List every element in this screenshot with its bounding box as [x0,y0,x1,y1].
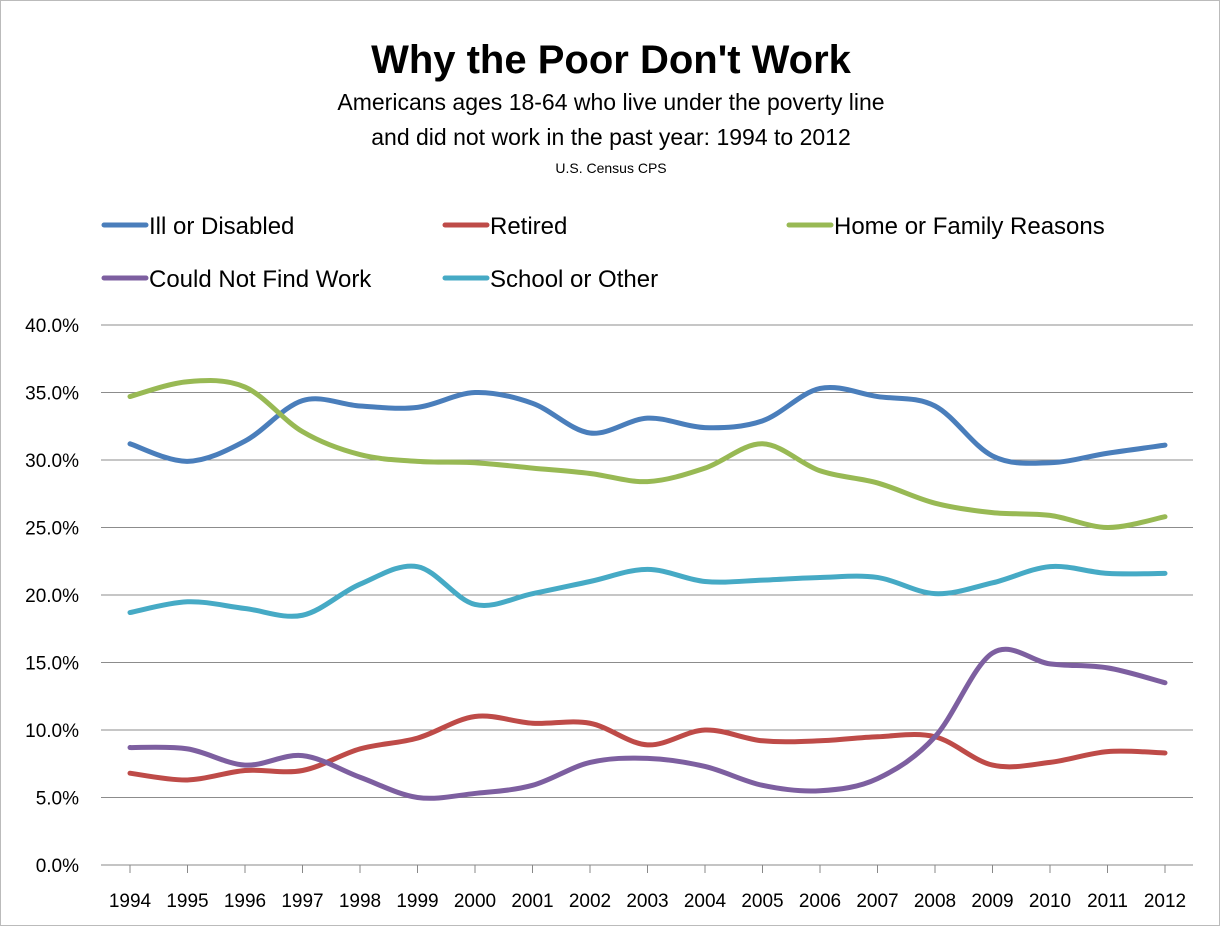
legend-item: School or Other [442,266,658,293]
chart-subtitle-line2: and did not work in the past year: 1994 … [371,124,851,150]
series-line-retired [127,713,1168,783]
legend-item: Could Not Find Work [101,266,372,293]
x-tick-label: 2001 [511,891,553,912]
legend-label: School or Other [490,266,658,293]
y-tick-label: 0.0% [36,856,79,877]
chart-source: U.S. Census CPS [555,160,666,176]
legend-label: Ill or Disabled [149,213,294,240]
y-tick-label: 25.0% [25,519,79,540]
y-tick-label: 35.0% [25,384,79,405]
x-tick-label: 2005 [741,891,783,912]
x-tick-label: 2009 [971,891,1013,912]
series-line-school-or-other [127,563,1168,619]
x-tick-label: 1994 [109,891,152,912]
x-tick-label: 1998 [339,891,381,912]
legend-label: Home or Family Reasons [834,213,1105,240]
x-tick-label: 1995 [166,891,208,912]
legend-item: Home or Family Reasons [786,213,1105,240]
x-tick-label: 2011 [1087,891,1128,912]
y-tick-label: 15.0% [25,654,79,675]
x-tick-label: 2007 [856,891,898,912]
x-tick-label: 2003 [626,891,668,912]
y-tick-label: 10.0% [25,721,79,742]
legend-label: Could Not Find Work [149,266,372,293]
x-tick-label: 2002 [569,891,611,912]
chart-title: Why the Poor Don't Work [371,38,852,82]
series-line-ill-or-disabled [127,385,1168,466]
x-tick-label: 2004 [684,891,727,912]
x-tick-label: 1999 [396,891,438,912]
y-tick-label: 40.0% [25,316,79,337]
x-tick-label: 2008 [914,891,956,912]
series-line-could-not-find-work [127,646,1168,801]
x-tick-label: 1997 [281,891,323,912]
x-tick-label: 2010 [1029,891,1071,912]
series-line-home-or-family-reasons [127,378,1168,531]
legend-item: Retired [442,213,567,240]
x-tick-label: 2006 [799,891,841,912]
y-tick-label: 30.0% [25,451,79,472]
legend-label: Retired [490,213,567,240]
legend-item: Ill or Disabled [101,213,294,240]
x-tick-label: 1996 [224,891,266,912]
chart-subtitle-line1: Americans ages 18-64 who live under the … [337,89,884,115]
y-tick-label: 20.0% [25,586,79,607]
x-tick-label: 2000 [454,891,496,912]
y-tick-label: 5.0% [36,789,79,810]
x-tick-label: 2012 [1144,891,1186,912]
